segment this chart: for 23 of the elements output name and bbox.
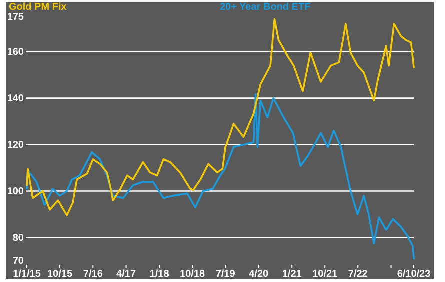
x-tick-label: 10/15 bbox=[48, 269, 73, 280]
y-tick-label: 175 bbox=[7, 12, 24, 24]
text: Gold PM Fix bbox=[9, 2, 68, 13]
x-tick-label: 4/20 bbox=[249, 269, 270, 280]
y-tick-label: 120 bbox=[7, 140, 24, 152]
y-tick-label: 100 bbox=[7, 186, 24, 198]
x-tick-label: 1/21 bbox=[282, 269, 302, 280]
x-tick-label: 1/18 bbox=[150, 269, 170, 280]
x-tick-label: 10/18 bbox=[180, 269, 206, 280]
x-tick-label: 6/10/23 bbox=[397, 269, 432, 280]
x-tick-label: 7/22 bbox=[348, 269, 368, 280]
x-tick-label: 7/16 bbox=[83, 269, 104, 280]
y-tick-label: 160 bbox=[7, 47, 24, 58]
x-tick-label: 4/17 bbox=[116, 269, 136, 280]
y-tick-label: 140 bbox=[7, 94, 24, 105]
y-tick-label: 80 bbox=[12, 232, 24, 244]
x-tick-label: 7/19 bbox=[216, 269, 236, 280]
line-series bbox=[26, 93, 415, 260]
line-series bbox=[26, 18, 415, 216]
y-tick-label: 70 bbox=[12, 256, 24, 268]
x-tick-label: 10/21 bbox=[312, 269, 338, 280]
x-tick-label: 1/1/15 bbox=[13, 269, 42, 280]
text: 20+ Year Bond ETF bbox=[220, 2, 311, 13]
